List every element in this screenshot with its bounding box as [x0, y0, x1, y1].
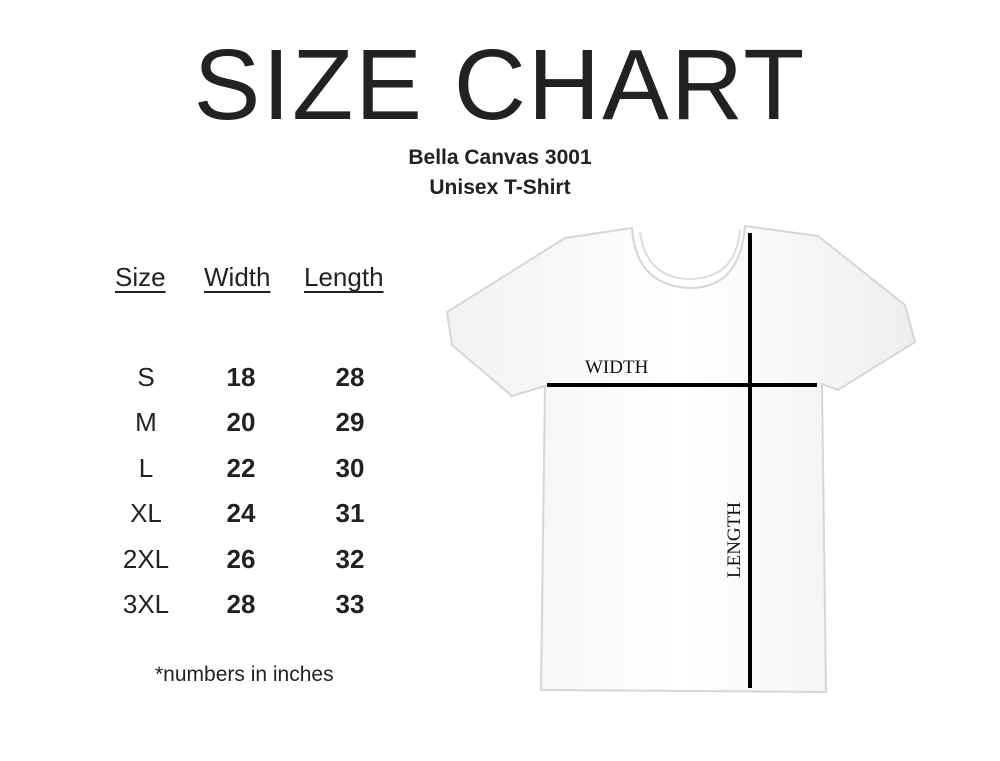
width-line	[547, 383, 817, 387]
width-cell: 22	[226, 452, 256, 483]
collar	[639, 229, 741, 281]
length-cell: 31	[335, 498, 365, 529]
size-cell: XL	[130, 498, 162, 529]
length-line	[748, 233, 752, 688]
length-cell: 28	[335, 362, 365, 392]
size-cell: 3XL	[122, 589, 170, 619]
header-size: Size	[115, 262, 166, 292]
tshirt-icon	[445, 224, 917, 694]
header-width: Width	[204, 262, 271, 292]
product-type: Unisex T-Shirt	[429, 176, 571, 199]
size-cell: S	[137, 362, 155, 392]
length-cell: 32	[335, 543, 365, 574]
size-cell: M	[135, 407, 157, 438]
header-length: Length	[304, 262, 384, 292]
width-cell: 24	[226, 498, 256, 529]
length-label: LENGTH	[724, 502, 745, 578]
width-cell: 26	[226, 543, 256, 574]
width-label: WIDTH	[585, 357, 649, 378]
product-name: Bella Canvas 3001	[408, 146, 592, 169]
page-title: SIZE CHART	[193, 29, 807, 141]
width-cell: 20	[226, 407, 256, 438]
size-cell: L	[138, 452, 154, 483]
width-cell: 18	[226, 362, 256, 392]
size-cell: 2XL	[122, 543, 170, 574]
length-cell: 30	[335, 452, 365, 483]
length-cell: 29	[335, 407, 365, 438]
length-cell: 33	[335, 589, 365, 619]
units-note: *numbers in inches	[155, 663, 334, 686]
width-cell: 28	[226, 589, 256, 619]
